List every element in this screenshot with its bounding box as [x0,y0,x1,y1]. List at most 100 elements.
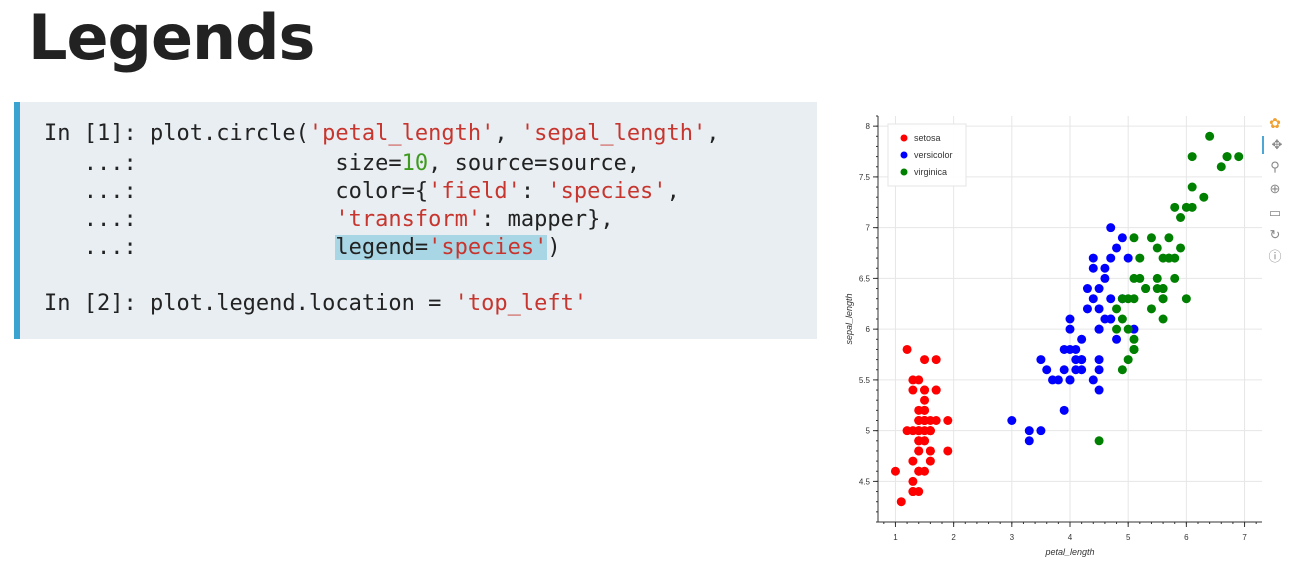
pan-icon[interactable]: ✥ [1262,136,1290,154]
point-setosa [925,446,935,456]
string-literal: 'petal_length' [308,121,495,146]
point-virginica [1135,253,1145,263]
string-literal: 'species' [428,235,548,260]
point-versicolor [1065,324,1075,334]
point-versicolor [1024,426,1034,436]
code-text: , [706,121,720,146]
bokeh-logo-icon[interactable]: ✿ [1269,115,1281,131]
indent [137,207,336,232]
indent [137,235,336,260]
point-virginica [1205,131,1215,141]
point-virginica [1199,192,1209,202]
scatter-plot[interactable]: 1 2 3 4 5 6 7 4.5 5 5.5 6 6.5 7 7.5 8 petal_length sepal… [838,110,1294,563]
point-virginica [1123,355,1133,365]
point-versicolor [1094,355,1104,365]
point-setosa [914,446,924,456]
point-versicolor [1117,233,1127,243]
point-virginica [1216,162,1226,172]
point-versicolor [1071,355,1081,365]
point-virginica [1129,233,1139,243]
point-setosa [920,355,930,365]
point-versicolor [1100,263,1110,273]
point-virginica [1164,253,1174,263]
point-virginica [1152,273,1162,283]
point-versicolor [1077,365,1087,375]
code-text: : mapper}, [481,207,614,232]
point-setosa [914,466,924,476]
point-setosa [925,456,935,466]
x-tick-label: 2 [951,533,956,542]
point-virginica [1112,324,1122,334]
string-literal: 'field' [428,179,521,204]
legend-label-versicolor: versicolor [914,150,953,160]
x-tick-label: 6 [1184,533,1189,542]
point-virginica [1176,243,1186,253]
y-tick-label: 6.5 [859,274,871,283]
indent [137,179,336,204]
string-literal: 'sepal_length' [520,121,707,146]
point-setosa [908,375,918,385]
point-versicolor [1094,304,1104,314]
point-versicolor [1059,405,1069,415]
plot-canvas[interactable]: 1 2 3 4 5 6 7 4.5 5 5.5 6 6.5 7 7.5 8 petal_length sepal… [838,110,1264,563]
legend-label-virginica: virginica [914,167,947,177]
string-literal: 'species' [547,179,667,204]
x-tick-label: 5 [1126,533,1131,542]
point-virginica [1146,233,1156,243]
y-tick-label: 7 [866,224,871,233]
point-setosa [890,466,900,476]
wheel-zoom-icon[interactable]: ⊕ [1269,181,1281,196]
point-virginica [1187,182,1197,192]
legend-marker-virginica [900,168,908,176]
point-versicolor [1059,365,1069,375]
code-text: , [666,179,680,204]
point-versicolor [1088,253,1098,263]
x-tick-label: 4 [1068,533,1073,542]
point-setosa [943,416,953,425]
help-icon[interactable]: ⓘ [1268,249,1282,264]
code-line-5: ...: legend='species') [44,234,561,262]
point-setosa [908,476,918,486]
point-setosa [931,385,941,395]
y-tick-label: 7.5 [859,173,871,182]
point-virginica [1158,294,1168,304]
point-virginica [1176,213,1186,222]
point-setosa [925,426,935,436]
point-virginica [1094,436,1104,446]
prompt: In [1]: [44,121,150,146]
slide-title: Legends [28,1,315,74]
x-tick-label: 7 [1242,533,1247,542]
point-virginica [1117,365,1127,375]
point-virginica [1164,233,1174,243]
point-versicolor [1106,223,1116,233]
point-versicolor [1065,314,1075,324]
prompt: ...: [44,235,137,260]
x-tick-label: 3 [1010,533,1015,542]
point-versicolor [1094,284,1104,294]
point-versicolor [1036,426,1046,436]
x-axis-label: petal_length [1044,547,1094,557]
prompt: In [2]: [44,291,150,316]
code-text: ) [547,235,561,260]
point-setosa [908,385,918,395]
save-icon[interactable]: ▭ [1268,205,1282,220]
point-virginica [1222,152,1232,162]
code-line-4: ...: 'transform': mapper}, [44,206,614,234]
point-versicolor [1123,253,1133,263]
indent [137,151,336,176]
y-tick-label: 6 [866,325,871,334]
legend-marker-versicolor [900,151,908,159]
box-zoom-icon[interactable]: ⚲ [1270,159,1280,174]
point-versicolor [1082,284,1092,294]
point-setosa [925,416,935,425]
prompt: ...: [44,179,137,204]
point-setosa [896,497,906,507]
point-virginica [1129,344,1139,354]
reset-icon[interactable]: ↻ [1269,227,1281,242]
point-virginica [1123,324,1133,334]
code-line-6: In [2]: plot.legend.location = 'top_left… [44,290,587,318]
point-virginica [1112,304,1122,314]
code-block: In [1]: plot.circle('petal_length', 'sep… [14,102,817,339]
point-versicolor [1048,375,1058,385]
y-tick-label: 5 [866,427,871,436]
